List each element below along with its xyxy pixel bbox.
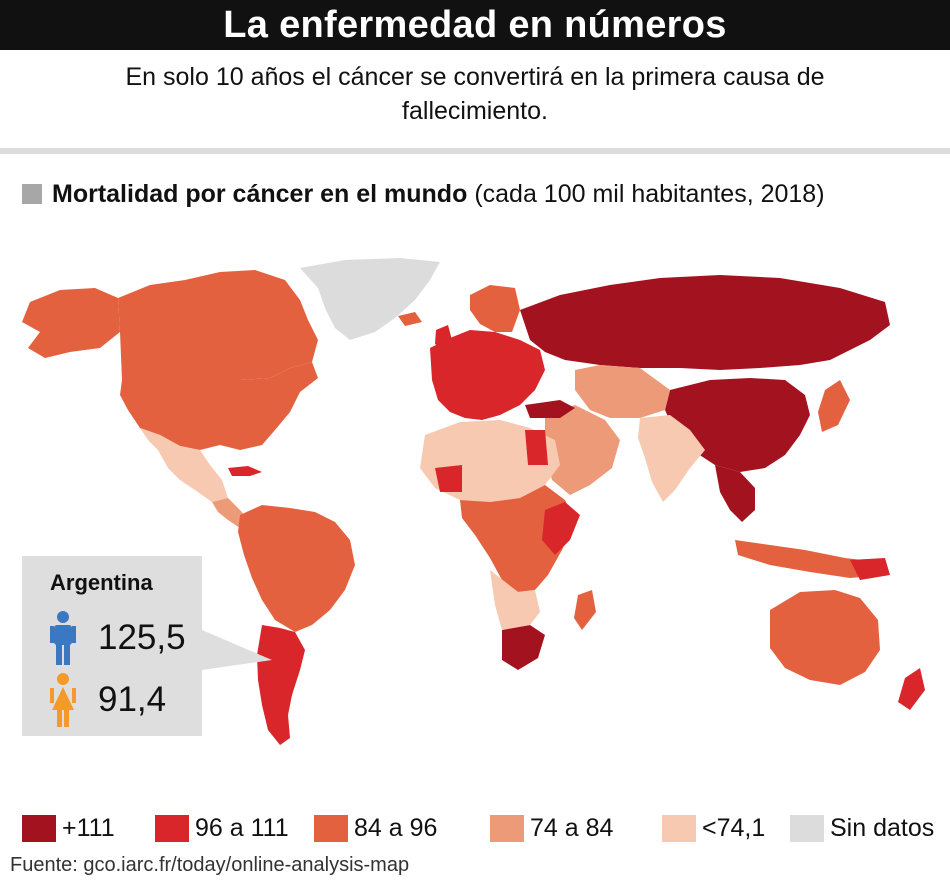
region-india [638,415,705,502]
region-uk [435,325,452,350]
source-note: Fuente: gco.iarc.fr/today/online-analysi… [10,854,410,876]
region-europe [430,330,545,420]
subtitle: En solo 10 años el cáncer se convertirá … [125,63,825,125]
legend-swatch [490,815,524,842]
legend-swatch [155,815,189,842]
legend-swatch [790,815,824,842]
region-usa [120,362,318,450]
section-title-bold: Mortalidad por cáncer en el mundo [52,180,468,208]
region-africa-south [502,625,545,670]
callout-country: Argentina [50,570,153,595]
section-title: Mortalidad por cáncer en el mundo (cada … [22,178,825,210]
region-south-america-north [238,505,355,632]
world-map [22,258,925,745]
legend-label: 96 a 111 [195,814,289,842]
callout-pointer [202,630,272,670]
region-indonesia [735,540,885,578]
region-africa-southern [490,570,540,630]
female-value: 91,4 [98,680,167,719]
section-marker-icon [22,184,42,204]
legend-label: 74 a 84 [530,814,614,842]
section-title-note: (cada 100 mil habitantes, 2018) [474,180,825,208]
legend-label: Sin datos [830,814,935,842]
region-middle-east [545,405,620,495]
legend-label: <74,1 [702,814,766,842]
legend-swatch [662,815,696,842]
region-argentina-chile [257,625,305,745]
region-scandinavia [470,285,520,332]
legend-swatch [314,815,348,842]
region-turkey [525,400,575,418]
male-value: 125,5 [98,618,186,657]
legend: +111 96 a 111 84 a 96 74 a 84 <74,1 Sin … [22,812,937,846]
male-person-icon [50,611,76,665]
region-greenland [300,258,440,340]
region-southeast-asia [715,465,755,522]
region-madagascar [574,590,596,630]
region-egypt [525,430,548,465]
region-iceland [398,312,422,326]
legend-swatch [22,815,56,842]
region-canada [118,270,318,380]
legend-label: +111 [62,814,115,842]
region-alaska [22,288,120,358]
region-africa-east [542,502,580,555]
region-russia [520,275,890,370]
divider [0,148,950,154]
legend-label: 84 a 96 [354,814,438,842]
female-person-icon [50,673,76,727]
region-mexico [140,428,228,502]
page-title: La enfermedad en números [0,0,950,50]
region-mali [435,465,462,492]
region-australia [770,590,880,685]
argentina-callout: Argentina 125,5 91,4 [22,556,202,736]
region-caribbean [228,466,262,476]
region-new-zealand [898,668,925,710]
region-central-asia [575,365,670,418]
region-papua [850,558,890,580]
region-japan [818,380,850,432]
